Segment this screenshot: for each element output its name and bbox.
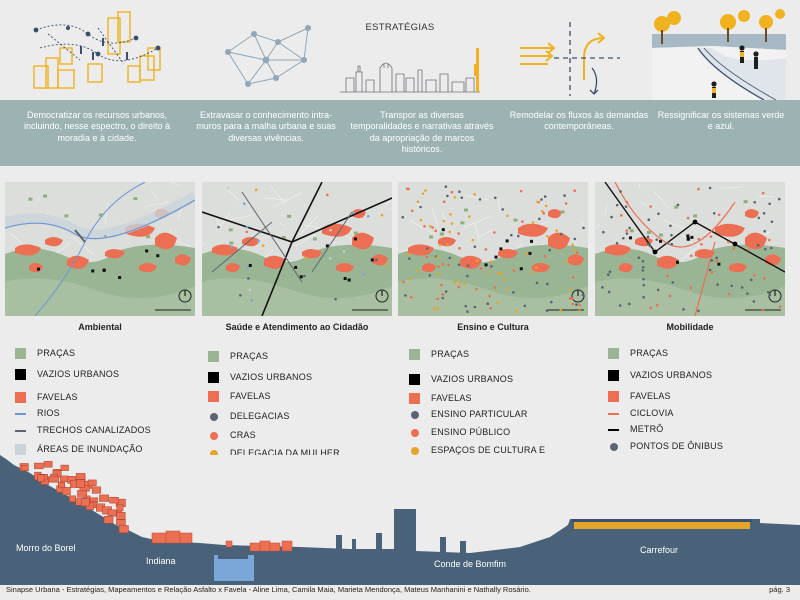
legend-symbol [608, 413, 619, 415]
place-label: Morro do Borel [16, 543, 76, 553]
legend-symbol [15, 413, 26, 415]
legend-label: TRECHOS CANALIZADOS [37, 425, 151, 435]
legend-symbol [210, 450, 218, 458]
legend-symbol [608, 429, 619, 431]
legend-symbol [608, 348, 619, 359]
legend-symbol [411, 429, 419, 437]
legend-label: FAVELAS [630, 391, 671, 401]
legend-label: FAVELAS [431, 393, 472, 403]
strategy-band [0, 100, 800, 166]
legend-symbol [409, 374, 420, 385]
legend-symbol [411, 447, 419, 455]
map-title-ensino: Ensino e Cultura [457, 322, 529, 332]
legend-symbol [15, 369, 26, 380]
legend-symbol [409, 393, 420, 404]
urban-section-profile: Morro do Borel Indiana Conde de Bomfim C… [0, 455, 800, 590]
legend-symbol [15, 430, 26, 432]
legend-symbol [208, 391, 219, 402]
page-number: pág. 3 [769, 585, 790, 594]
waterfront-people-icon [652, 8, 786, 101]
map-graphic [202, 182, 392, 316]
map-graphic [5, 182, 195, 316]
legend-symbol [208, 351, 219, 362]
strategy-text-2: Extravasar o conhecimento intra-muros pa… [196, 110, 336, 143]
legend-label: PONTOS DE ÔNIBUS [630, 441, 724, 451]
section-heading: ESTRATÉGIAS [365, 22, 435, 33]
legend-label: CICLOVIA [630, 408, 674, 418]
legend-label: VAZIOS URBANOS [230, 372, 313, 382]
legend-symbol [608, 370, 619, 381]
legend-label: VAZIOS URBANOS [37, 369, 120, 379]
map-title-mobilidade: Mobilidade [666, 322, 714, 332]
legend-symbol [15, 392, 26, 403]
legend-label: FAVELAS [230, 391, 271, 401]
legend-symbol [15, 348, 26, 359]
legend-label: PRAÇAS [37, 348, 76, 358]
legend-label: ENSINO PARTICULAR [431, 409, 528, 419]
legend-symbol [210, 432, 218, 440]
map-ambiental [5, 182, 195, 316]
footer-credits: Sinapse Urbana - Estratégias, Mapeamento… [6, 585, 531, 594]
legend-label: ÁREAS DE INUNDAÇÃO [37, 444, 143, 454]
legend-symbol [409, 349, 420, 360]
legend-label: METRÔ [630, 424, 664, 434]
strategy-text-3: Transpor as diversas temporalidades e na… [350, 110, 494, 155]
legend-symbol [411, 411, 419, 419]
strategy-text-4: Remodelar os fluxos às demandas contempo… [509, 110, 649, 132]
legend-symbol [210, 413, 218, 421]
legend-symbol [208, 372, 219, 383]
legend-label: RIOS [37, 408, 60, 418]
legend-label: VAZIOS URBANOS [630, 370, 713, 380]
map-ensino [398, 182, 588, 316]
map-graphic [398, 182, 588, 316]
network-nodes-icon [218, 8, 318, 98]
legend-symbol [608, 391, 619, 402]
strategy-text-5: Ressignificar os sistemas verde e azul. [657, 110, 785, 132]
legend-label: DELEGACIAS [230, 411, 290, 421]
legend-label: PRAÇAS [431, 349, 470, 359]
legend-label: PRAÇAS [630, 348, 669, 358]
place-label: Conde de Bomfim [434, 559, 507, 569]
legend-symbol [610, 443, 618, 451]
place-label: Carrefour [640, 545, 679, 555]
legend-label: ENSINO PÚBLICO [431, 427, 511, 437]
skyline-landmarks-icon [340, 8, 480, 98]
strategy-text-1: Democratizar os recursos urbanos, inclui… [23, 110, 171, 143]
flow-arrows-icon [514, 8, 624, 98]
legend-label: VAZIOS URBANOS [431, 374, 514, 384]
legend-label: PRAÇAS [230, 351, 269, 361]
legend-symbol [15, 444, 26, 455]
map-title-ambiental: Ambiental [78, 322, 122, 332]
legend-label: FAVELAS [37, 392, 78, 402]
place-label: Indiana [146, 556, 176, 566]
map-title-saude: Saúde e Atendimento ao Cidadão [225, 322, 369, 332]
map-graphic [595, 182, 785, 316]
city-blocks-network-icon [28, 8, 168, 98]
legend-label: CRAS [230, 430, 256, 440]
map-mobilidade [595, 182, 785, 316]
map-saude [202, 182, 392, 316]
legend-label: DELEGACIA DA MULHER [230, 448, 340, 458]
